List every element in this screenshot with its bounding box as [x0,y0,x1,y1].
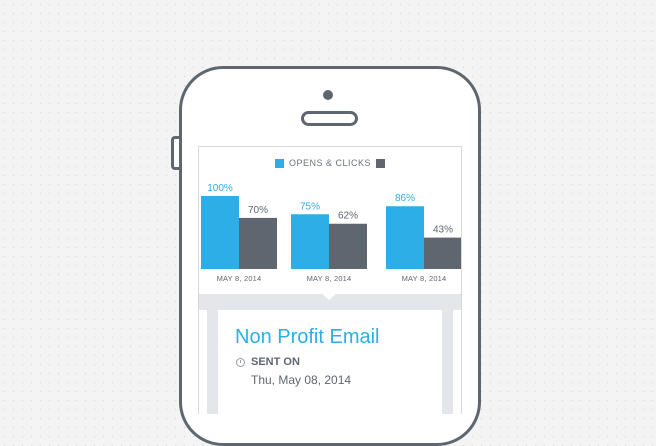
data-label-opens-2: 75% [300,201,320,212]
data-label-clicks-3: 43% [433,225,453,236]
campaign-title[interactable]: Non Profit Email [235,326,380,348]
campaign-card[interactable]: Non Profit Email SENT ON Thu, May 08, 20… [218,310,442,414]
bar-opens-1 [201,196,239,269]
bar-clicks-1 [239,217,277,269]
selection-pointer [320,292,338,300]
category-label-1: MAY 8, 2014 [217,274,262,283]
category-label-2: MAY 8, 2014 [307,274,352,283]
sent-on-label: SENT ON [251,356,300,368]
sent-date: Thu, May 08, 2014 [251,373,352,387]
legend-label: OPENS & CLICKS [288,158,372,168]
data-label-opens-1: 100% [207,183,233,194]
data-label-clicks-2: 62% [338,211,358,222]
data-label-opens-3: 86% [395,193,415,204]
legend-swatch-opens [274,158,284,168]
prev-card-edge[interactable] [199,310,207,414]
phone-camera [323,90,333,100]
chart-legend: OPENS & CLICKS [199,156,461,170]
opens-clicks-chart: 100% 70% MAY 8, 2014 75% 62% MAY 8, 2014 86% 43… [201,183,461,283]
bar-opens-3 [386,206,424,269]
bar-opens-2 [291,214,329,269]
clock-icon [236,358,245,367]
legend-swatch-clicks [376,158,386,168]
phone-side-button [171,136,179,170]
phone-speaker [301,111,358,126]
category-label-3: MAY 8, 2014 [402,274,447,283]
data-label-clicks-1: 70% [248,205,268,216]
bar-clicks-3 [424,237,461,269]
bar-clicks-2 [329,223,367,269]
next-card-edge[interactable] [453,310,461,414]
phone-screen: OPENS & CLICKS 100% 70% MAY 8, 2014 75% 62% M… [198,146,462,414]
